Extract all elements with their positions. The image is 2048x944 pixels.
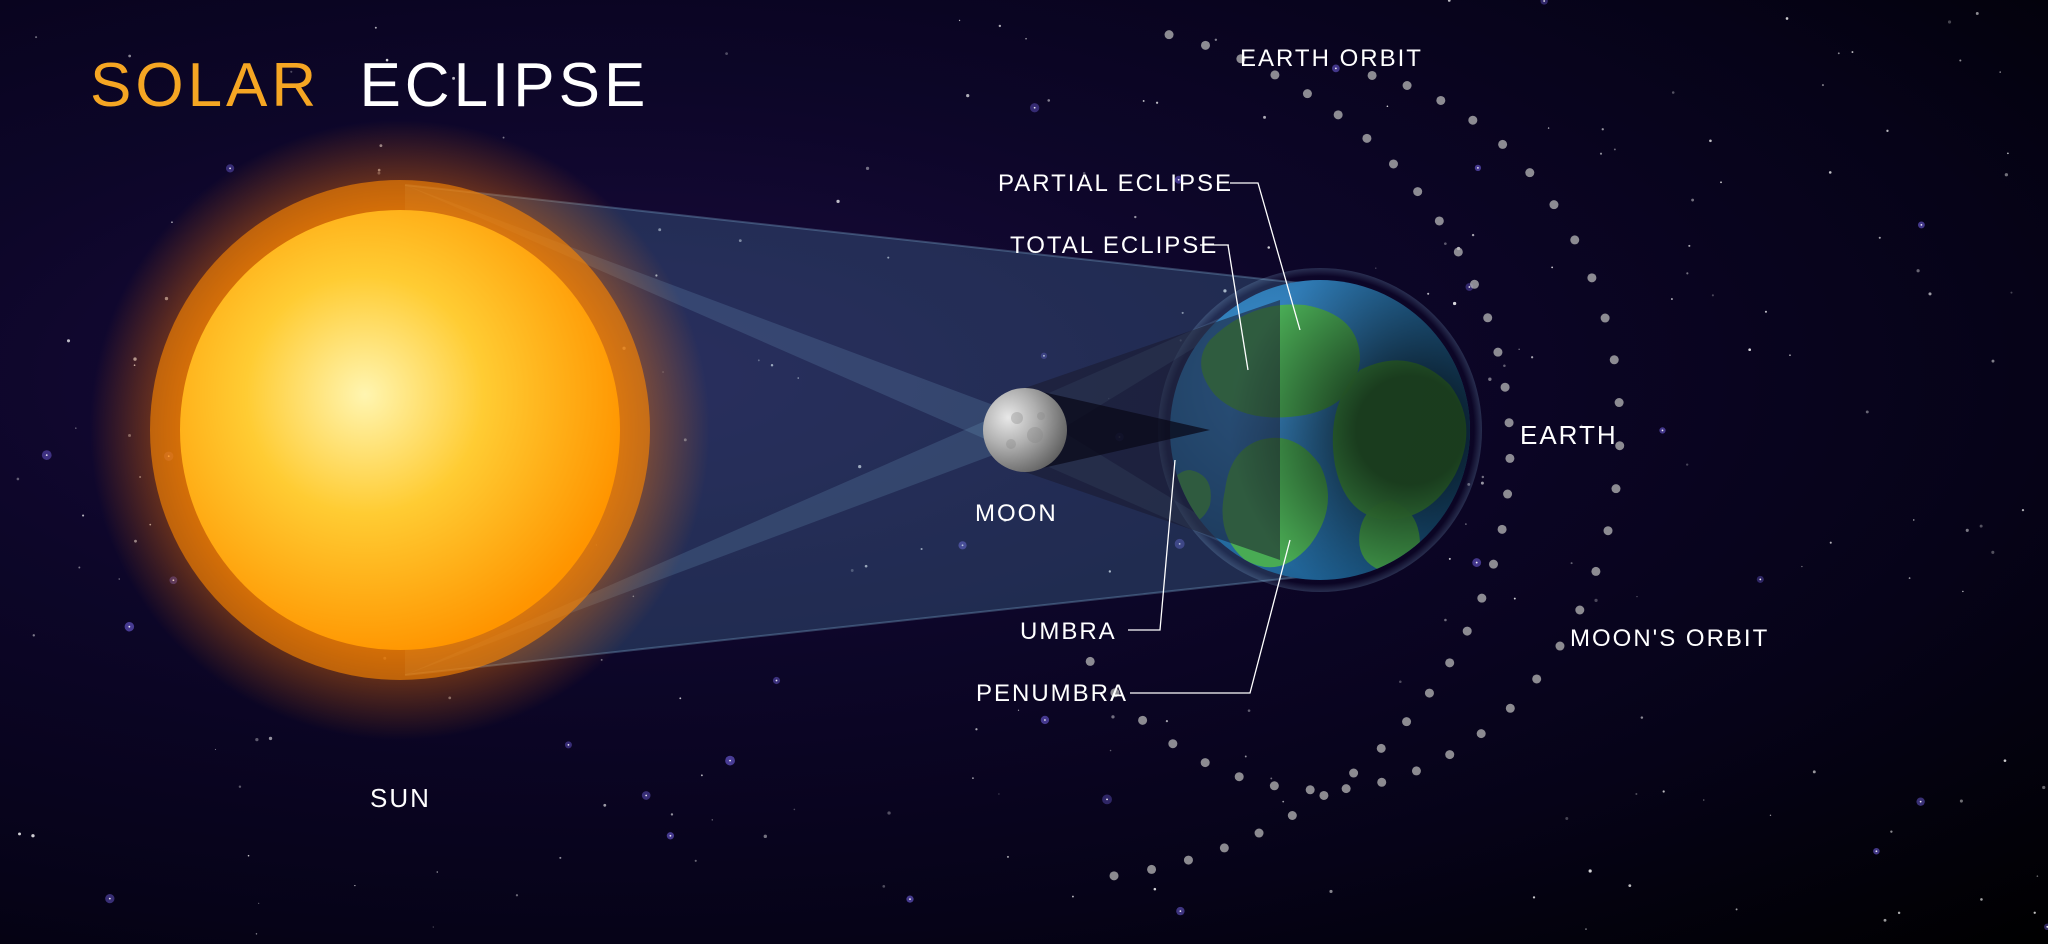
callout-earth_orbit: EARTH ORBIT	[1240, 45, 1423, 73]
earth	[1158, 268, 1482, 592]
title-word-2: ECLIPSE	[359, 51, 649, 120]
earth-label: EARTH	[1520, 420, 1618, 451]
sun	[90, 120, 710, 740]
diagram-canvas: SOLAR ECLIPSE	[0, 0, 2048, 944]
callout-partial_eclipse: PARTIAL ECLIPSE	[998, 170, 1233, 198]
callout-total_eclipse: TOTAL ECLIPSE	[1010, 232, 1218, 260]
shadow-cones	[1025, 300, 1280, 560]
sun-label: SUN	[370, 783, 431, 814]
diagram-svg	[0, 0, 2048, 944]
moon	[983, 388, 1067, 472]
title: SOLAR ECLIPSE	[90, 50, 649, 121]
callout-moons_orbit: MOON'S ORBIT	[1570, 625, 1769, 653]
callout-umbra: UMBRA	[1020, 618, 1117, 646]
stars-layer	[17, 0, 2048, 935]
moon-label: MOON	[975, 500, 1058, 528]
title-word-1: SOLAR	[90, 51, 320, 120]
callout-penumbra: PENUMBRA	[976, 680, 1128, 708]
earth-orbit-dots	[1110, 30, 1515, 880]
